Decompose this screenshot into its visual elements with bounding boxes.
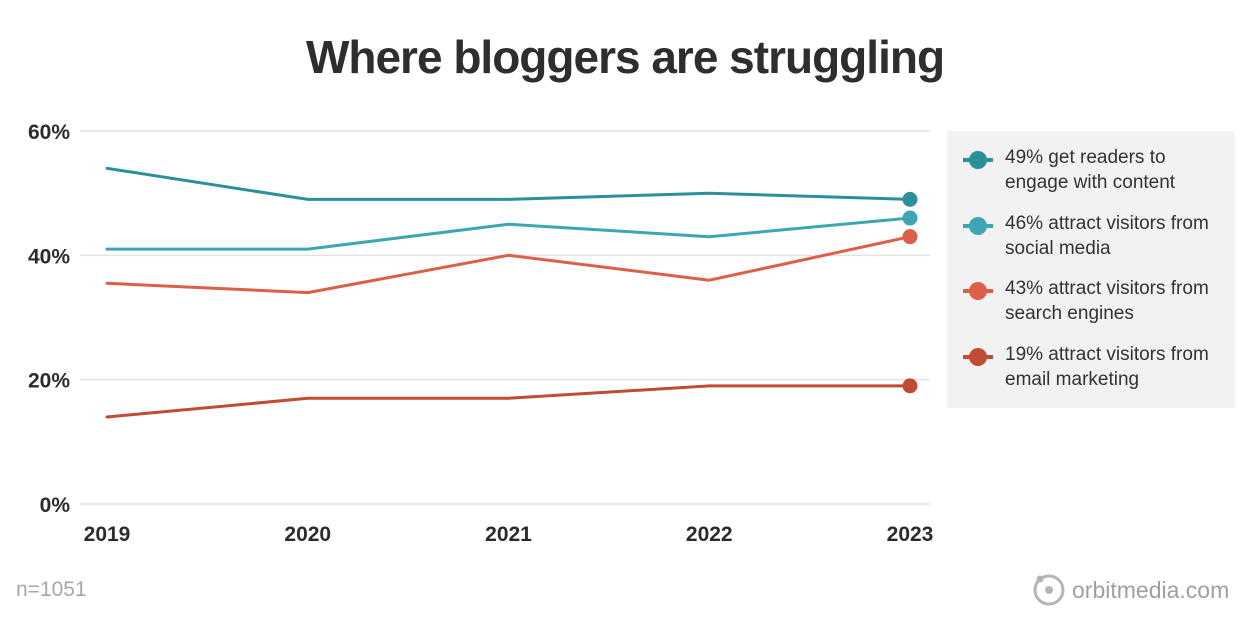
orbit-logo-icon [1033,574,1065,606]
legend-item-2: 46% attract visitors from social media [963,211,1235,277]
legend-label: 43% attract visitors from search engines [1005,278,1209,324]
y-tick-label: 40% [28,245,70,268]
brand: orbitmedia.com [1032,572,1229,608]
legend-label: 46% attract visitors from social media [1005,212,1209,259]
sample-size-footnote: n=1051 [16,578,87,601]
x-tick-label: 2020 [284,523,331,546]
y-tick-label: 0% [40,494,71,517]
series-line-4 [105,384,912,419]
series-line-2 [105,216,912,251]
brand-text: orbitmedia.com [1072,576,1230,603]
legend-item-4: 19% attract visitors from email marketin… [963,342,1235,408]
series-end-point-1 [902,191,918,207]
x-tick-label: 2022 [686,523,733,546]
series-line-1 [105,166,912,201]
y-tick-label: 20% [28,370,70,393]
legend-swatch [963,215,993,237]
legend-swatch [963,149,993,171]
x-tick-label: 2019 [84,523,131,546]
legend-label: 49% get readers to engage with content [1005,147,1176,193]
series-end-point-2 [902,210,918,226]
legend: 49% get readers to engage with content 46… [947,131,1235,408]
legend-item-3: 43% attract visitors from search engines [963,276,1235,342]
series-line-3 [105,235,912,295]
chart-title: Where bloggers are struggling [305,31,945,83]
x-tick-label: 2021 [485,523,532,546]
x-tick-label: 2023 [887,523,934,546]
legend-label: 19% attract visitors from email marketin… [1005,343,1209,390]
legend-swatch [963,280,993,302]
y-tick-label: 60% [28,121,70,144]
legend-swatch [963,346,993,368]
series-end-point-3 [902,229,918,245]
series-end-point-4 [902,378,918,394]
legend-item-1: 49% get readers to engage with content [963,145,1235,211]
